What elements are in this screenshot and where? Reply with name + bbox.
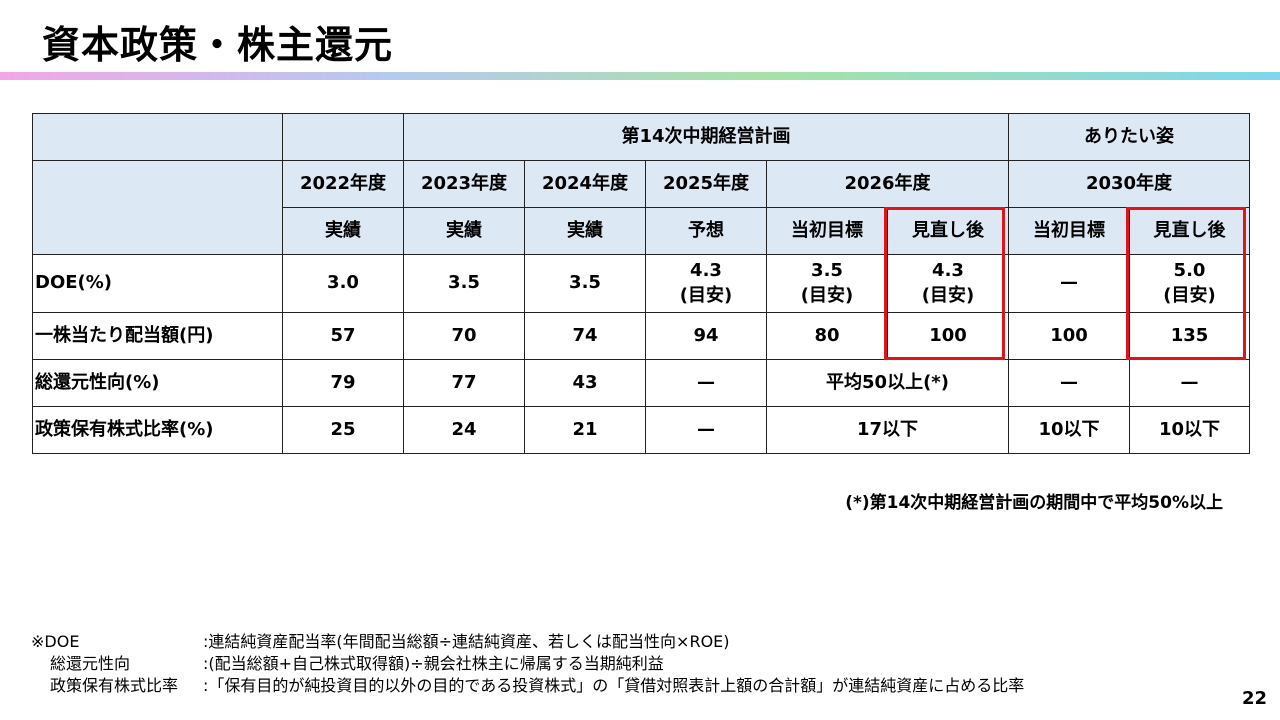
table-cell: 135 [1129, 312, 1250, 360]
sub-header: 実績 [282, 207, 404, 255]
table-cell: 25 [282, 406, 404, 454]
table-cell: — [1129, 359, 1250, 407]
table-row: 総還元性向(%) 79 77 43 — 平均50以上(*) — — [32, 359, 1250, 407]
header-blank-cell [282, 113, 404, 161]
footnote-item: 政策保有株式比率 :「保有目的が純投資目的以外の目的である投資株式」の「貸借対照… [31, 675, 1024, 697]
year-header: 2026年度 [766, 160, 1009, 208]
table-cell: 77 [403, 359, 525, 407]
row-label: DOE(%) [32, 254, 283, 313]
page-number: 22 [1241, 688, 1267, 709]
table-cell: 3.5 [403, 254, 525, 313]
year-header: 2030年度 [1008, 160, 1250, 208]
table-cell: 24 [403, 406, 525, 454]
capital-policy-table: 第14次中期経営計画 ありたい姿 2022年度 2023年度 2024年度 20… [32, 113, 1250, 454]
table-cell: 3.5 [524, 254, 646, 313]
sub-header: 実績 [403, 207, 525, 255]
table-cell: 4.3 (目安) [645, 254, 767, 313]
table-cell: 80 [766, 312, 888, 360]
table-cell: 4.3 (目安) [887, 254, 1009, 313]
footnote-item: 総還元性向 :(配当総額+自己株式取得額)÷親会社株主に帰属する当期純利益 [31, 653, 1024, 675]
row-label: 総還元性向(%) [32, 359, 283, 407]
table-note: (*)第14次中期経営計画の期間中で平均50%以上 [845, 493, 1223, 513]
footnote-desc: :「保有目的が純投資目的以外の目的である投資株式」の「貸借対照表計上額の合計額」… [203, 676, 1025, 695]
page-title: 資本政策・株主還元 [42, 23, 394, 67]
title-gradient-rule [0, 72, 1280, 80]
year-header: 2025年度 [645, 160, 767, 208]
plan-header: 第14次中期経営計画 [403, 113, 1009, 161]
table-cell: — [645, 406, 767, 454]
table-row: 政策保有株式比率(%) 25 24 21 — 17以下 10以下 10以下 [32, 406, 1250, 454]
table-cell: 70 [403, 312, 525, 360]
footnote-item: ※DOE :連結純資産配当率(年間配当総額÷連結純資産、若しくは配当性向×ROE… [31, 631, 1024, 653]
table-cell: 43 [524, 359, 646, 407]
table-row: 一株当たり配当額(円) 57 70 74 94 80 100 100 135 [32, 312, 1250, 360]
ideal-header: ありたい姿 [1008, 113, 1250, 161]
footnote-desc: :連結純資産配当率(年間配当総額÷連結純資産、若しくは配当性向×ROE) [203, 632, 730, 651]
table-cell: 74 [524, 312, 646, 360]
table-row: DOE(%) 3.0 3.5 3.5 4.3 (目安) 3.5 (目安) 4.3 (目… [32, 254, 1250, 313]
footnote-term: ※DOE [31, 632, 80, 651]
year-header: 2024年度 [524, 160, 646, 208]
table-cell: 10以下 [1008, 406, 1130, 454]
table-cell: 100 [887, 312, 1009, 360]
sub-header: 見直し後 [887, 207, 1009, 255]
table-cell: — [1008, 359, 1130, 407]
table-cell: 平均50以上(*) [766, 359, 1009, 407]
footnote-term: 総還元性向 [50, 654, 131, 673]
row-label: 一株当たり配当額(円) [32, 312, 283, 360]
header-corner-cell [32, 113, 283, 161]
table-cell: 3.0 [282, 254, 404, 313]
sub-header: 予想 [645, 207, 767, 255]
footnote-term: 政策保有株式比率 [50, 676, 179, 695]
year-header: 2022年度 [282, 160, 404, 208]
sub-header: 見直し後 [1129, 207, 1250, 255]
footnotes: ※DOE :連結純資産配当率(年間配当総額÷連結純資産、若しくは配当性向×ROE… [31, 631, 1024, 697]
table-cell: 100 [1008, 312, 1130, 360]
table-cell: 94 [645, 312, 767, 360]
sub-header: 当初目標 [766, 207, 888, 255]
table-cell: 57 [282, 312, 404, 360]
table-cell: 21 [524, 406, 646, 454]
table-cell: 5.0 (目安) [1129, 254, 1250, 313]
sub-header: 実績 [524, 207, 646, 255]
table-cell: — [645, 359, 767, 407]
table-cell: 3.5 (目安) [766, 254, 888, 313]
table-cell: 17以下 [766, 406, 1009, 454]
sub-header: 当初目標 [1008, 207, 1130, 255]
table-cell: — [1008, 254, 1130, 313]
table-cell: 79 [282, 359, 404, 407]
header-corner-cell-lower [32, 160, 283, 255]
footnote-desc: :(配当総額+自己株式取得額)÷親会社株主に帰属する当期純利益 [203, 654, 664, 673]
year-header: 2023年度 [403, 160, 525, 208]
row-label: 政策保有株式比率(%) [32, 406, 283, 454]
table-cell: 10以下 [1129, 406, 1250, 454]
